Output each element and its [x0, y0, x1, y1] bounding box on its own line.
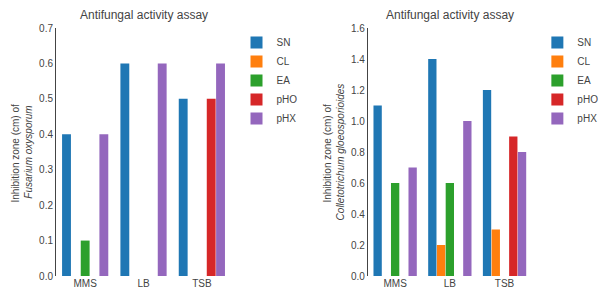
svg-text:0.1: 0.1 — [39, 235, 53, 246]
svg-text:LB: LB — [444, 278, 457, 289]
svg-text:1.0: 1.0 — [351, 116, 365, 127]
svg-text:CL: CL — [577, 56, 590, 67]
svg-text:pHX: pHX — [577, 113, 597, 124]
svg-text:0.2: 0.2 — [351, 240, 365, 251]
svg-text:0.0: 0.0 — [39, 271, 53, 282]
svg-text:TSB: TSB — [192, 278, 212, 289]
svg-text:EA: EA — [277, 75, 291, 86]
svg-text:Antifungal activity assay: Antifungal activity assay — [80, 8, 208, 22]
svg-text:pHX: pHX — [277, 113, 297, 124]
svg-text:0.3: 0.3 — [39, 164, 53, 175]
svg-text:Inhibition zone (cm) of Collet: Inhibition zone (cm) of Colletotrichum g… — [322, 84, 346, 221]
svg-text:1.6: 1.6 — [351, 23, 365, 34]
svg-text:0.7: 0.7 — [39, 23, 53, 34]
svg-text:0.4: 0.4 — [39, 129, 53, 140]
svg-text:0.8: 0.8 — [351, 147, 365, 158]
svg-text:SN: SN — [277, 37, 291, 48]
svg-text:CL: CL — [277, 56, 290, 67]
svg-text:0.4: 0.4 — [351, 209, 365, 220]
svg-text:LB: LB — [137, 278, 150, 289]
svg-text:0.0: 0.0 — [351, 271, 365, 282]
svg-text:TSB: TSB — [495, 278, 515, 289]
svg-text:Antifungal activity assay: Antifungal activity assay — [386, 8, 514, 22]
svg-text:0.6: 0.6 — [351, 178, 365, 189]
svg-text:MMS: MMS — [73, 278, 97, 289]
svg-text:0.5: 0.5 — [39, 93, 53, 104]
svg-text:0.2: 0.2 — [39, 200, 53, 211]
svg-text:SN: SN — [577, 37, 591, 48]
svg-text:pHO: pHO — [577, 94, 598, 105]
svg-text:1.4: 1.4 — [351, 54, 365, 65]
svg-text:Inhibition zone (cm) of Fusari: Inhibition zone (cm) of Fusarium oxyspor… — [10, 101, 34, 202]
svg-text:0.6: 0.6 — [39, 58, 53, 69]
svg-text:EA: EA — [577, 75, 591, 86]
svg-text:MMS: MMS — [383, 278, 407, 289]
svg-text:pHO: pHO — [277, 94, 298, 105]
svg-text:1.2: 1.2 — [351, 85, 365, 96]
